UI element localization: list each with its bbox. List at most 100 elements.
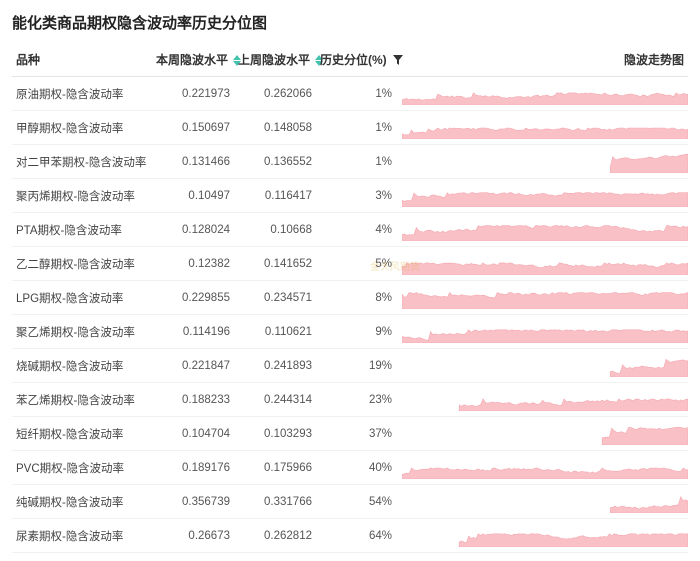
table-header-row: 品种 本周隐波水平 上周隐波水平 历史分位(%): [12, 43, 688, 77]
sparkline-chart: [402, 219, 688, 241]
cell-name: 烧碱期权-隐含波动率: [12, 349, 152, 383]
col-header-pct[interactable]: 历史分位(%): [316, 43, 396, 77]
table-row: 聚丙烯期权-隐含波动率0.104970.1164173%: [12, 179, 688, 213]
cell-name: LPG期权-隐含波动率: [12, 281, 152, 315]
cell-pct: 37%: [316, 417, 396, 451]
table-row: 乙二醇期权-隐含波动率0.123820.1416525%: [12, 247, 688, 281]
cell-thisweek: 0.104704: [152, 417, 234, 451]
table-row: PVC期权-隐含波动率0.1891760.17596640%: [12, 451, 688, 485]
col-header-lastweek[interactable]: 上周隐波水平: [234, 43, 316, 77]
col-header-thisweek[interactable]: 本周隐波水平: [152, 43, 234, 77]
cell-lastweek: 0.103293: [234, 417, 316, 451]
cell-pct: 9%: [316, 315, 396, 349]
cell-thisweek: 0.26673: [152, 519, 234, 553]
volatility-table: 品种 本周隐波水平 上周隐波水平 历史分位(%): [12, 43, 688, 553]
cell-lastweek: 0.136552: [234, 145, 316, 179]
cell-lastweek: 0.331766: [234, 485, 316, 519]
cell-pct: 19%: [316, 349, 396, 383]
cell-thisweek: 0.221973: [152, 77, 234, 111]
col-header-spark: 隐波走势图: [396, 43, 688, 77]
cell-name: 苯乙烯期权-隐含波动率: [12, 383, 152, 417]
cell-name: 原油期权-隐含波动率: [12, 77, 152, 111]
table-row: 尿素期权-隐含波动率0.266730.26281264%: [12, 519, 688, 553]
cell-pct: 5%: [316, 247, 396, 281]
cell-sparkline: [396, 451, 688, 485]
sparkline-chart: [402, 355, 688, 377]
cell-name: 聚丙烯期权-隐含波动率: [12, 179, 152, 213]
sparkline-chart: [402, 457, 688, 479]
cell-sparkline: [396, 519, 688, 553]
table-row: 聚乙烯期权-隐含波动率0.1141960.1106219%: [12, 315, 688, 349]
cell-sparkline: [396, 145, 688, 179]
cell-sparkline: [396, 315, 688, 349]
cell-pct: 3%: [316, 179, 396, 213]
cell-lastweek: 0.241893: [234, 349, 316, 383]
cell-pct: 1%: [316, 145, 396, 179]
sparkline-chart: [402, 185, 688, 207]
cell-name: 尿素期权-隐含波动率: [12, 519, 152, 553]
cell-name: PVC期权-隐含波动率: [12, 451, 152, 485]
col-name-label: 品种: [16, 53, 40, 67]
sparkline-chart: [402, 321, 688, 343]
cell-lastweek: 0.234571: [234, 281, 316, 315]
cell-thisweek: 0.114196: [152, 315, 234, 349]
cell-lastweek: 0.175966: [234, 451, 316, 485]
cell-sparkline: [396, 349, 688, 383]
sparkline-chart: [402, 525, 688, 547]
cell-name: PTA期权-隐含波动率: [12, 213, 152, 247]
sparkline-chart: [402, 423, 688, 445]
filter-icon[interactable]: [393, 54, 403, 68]
sparkline-chart: [402, 83, 688, 105]
table-row: PTA期权-隐含波动率0.1280240.106684%: [12, 213, 688, 247]
cell-sparkline: [396, 77, 688, 111]
cell-thisweek: 0.188233: [152, 383, 234, 417]
col-header-name[interactable]: 品种: [12, 43, 152, 77]
cell-thisweek: 0.12382: [152, 247, 234, 281]
cell-sparkline: [396, 281, 688, 315]
cell-thisweek: 0.10497: [152, 179, 234, 213]
cell-pct: 54%: [316, 485, 396, 519]
cell-lastweek: 0.262066: [234, 77, 316, 111]
cell-sparkline: [396, 213, 688, 247]
col-spark-label: 隐波走势图: [624, 53, 684, 67]
cell-pct: 1%: [316, 111, 396, 145]
cell-lastweek: 0.244314: [234, 383, 316, 417]
cell-thisweek: 0.150697: [152, 111, 234, 145]
sparkline-chart: [402, 151, 688, 173]
table-row: LPG期权-隐含波动率0.2298550.2345718%: [12, 281, 688, 315]
cell-sparkline: [396, 179, 688, 213]
cell-thisweek: 0.229855: [152, 281, 234, 315]
table-row: 烧碱期权-隐含波动率0.2218470.24189319%: [12, 349, 688, 383]
cell-sparkline: [396, 111, 688, 145]
table-row: 苯乙烯期权-隐含波动率0.1882330.24431423%: [12, 383, 688, 417]
cell-pct: 8%: [316, 281, 396, 315]
cell-lastweek: 0.141652: [234, 247, 316, 281]
table-row: 纯碱期权-隐含波动率0.3567390.33176654%: [12, 485, 688, 519]
cell-name: 短纤期权-隐含波动率: [12, 417, 152, 451]
table-row: 对二甲苯期权-隐含波动率0.1314660.1365521%: [12, 145, 688, 179]
col-lastweek-label: 上周隐波水平: [238, 53, 310, 67]
page-title: 能化类商品期权隐含波动率历史分位图: [12, 8, 688, 43]
cell-pct: 64%: [316, 519, 396, 553]
col-pct-label: 历史分位(%): [320, 53, 387, 67]
cell-thisweek: 0.221847: [152, 349, 234, 383]
cell-name: 聚乙烯期权-隐含波动率: [12, 315, 152, 349]
cell-lastweek: 0.148058: [234, 111, 316, 145]
sparkline-chart: [402, 389, 688, 411]
cell-pct: 4%: [316, 213, 396, 247]
sparkline-chart: [402, 287, 688, 309]
cell-pct: 23%: [316, 383, 396, 417]
table-row: 甲醇期权-隐含波动率0.1506970.1480581%: [12, 111, 688, 145]
cell-sparkline: [396, 383, 688, 417]
cell-name: 纯碱期权-隐含波动率: [12, 485, 152, 519]
sparkline-chart: [402, 491, 688, 513]
sparkline-chart: [402, 253, 688, 275]
cell-name: 对二甲苯期权-隐含波动率: [12, 145, 152, 179]
cell-lastweek: 0.262812: [234, 519, 316, 553]
cell-sparkline: [396, 417, 688, 451]
cell-lastweek: 0.10668: [234, 213, 316, 247]
cell-sparkline: [396, 485, 688, 519]
sparkline-chart: [402, 117, 688, 139]
cell-thisweek: 0.189176: [152, 451, 234, 485]
cell-thisweek: 0.128024: [152, 213, 234, 247]
